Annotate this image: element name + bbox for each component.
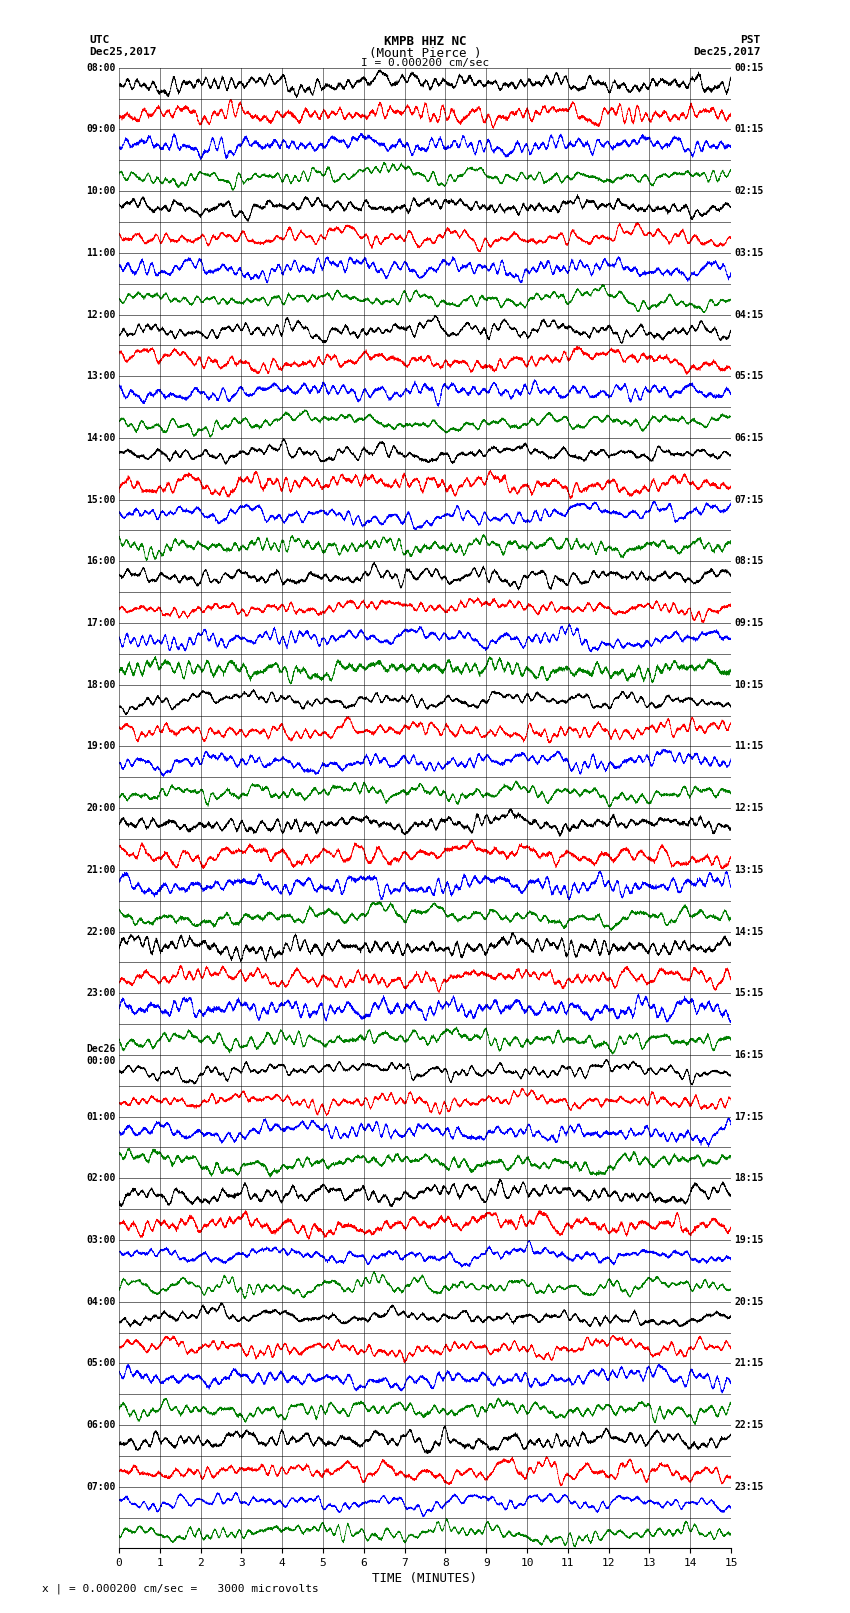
Text: 06:15: 06:15 — [734, 432, 763, 444]
Text: 16:15: 16:15 — [734, 1050, 763, 1060]
Text: Dec25,2017: Dec25,2017 — [89, 47, 156, 56]
Text: 23:00: 23:00 — [87, 989, 116, 998]
Text: 18:15: 18:15 — [734, 1173, 763, 1184]
Text: 09:15: 09:15 — [734, 618, 763, 627]
Text: Dec26
00:00: Dec26 00:00 — [87, 1044, 116, 1066]
Text: 15:00: 15:00 — [87, 495, 116, 505]
Text: 01:00: 01:00 — [87, 1111, 116, 1121]
Text: 08:00: 08:00 — [87, 63, 116, 73]
Text: PST: PST — [740, 35, 761, 45]
Text: 04:00: 04:00 — [87, 1297, 116, 1307]
Text: 21:15: 21:15 — [734, 1358, 763, 1368]
Text: 03:00: 03:00 — [87, 1236, 116, 1245]
Text: 02:15: 02:15 — [734, 185, 763, 197]
Text: 06:00: 06:00 — [87, 1419, 116, 1431]
Text: 20:00: 20:00 — [87, 803, 116, 813]
Text: 19:15: 19:15 — [734, 1236, 763, 1245]
Text: 09:00: 09:00 — [87, 124, 116, 134]
Text: 07:00: 07:00 — [87, 1482, 116, 1492]
Text: 11:15: 11:15 — [734, 742, 763, 752]
Text: 03:15: 03:15 — [734, 248, 763, 258]
Text: 08:15: 08:15 — [734, 556, 763, 566]
Text: 12:15: 12:15 — [734, 803, 763, 813]
Text: 07:15: 07:15 — [734, 495, 763, 505]
Text: 01:15: 01:15 — [734, 124, 763, 134]
Text: 05:00: 05:00 — [87, 1358, 116, 1368]
Text: 23:15: 23:15 — [734, 1482, 763, 1492]
Text: 16:00: 16:00 — [87, 556, 116, 566]
Text: 21:00: 21:00 — [87, 865, 116, 874]
Text: 17:00: 17:00 — [87, 618, 116, 627]
Text: 17:15: 17:15 — [734, 1111, 763, 1121]
Text: 11:00: 11:00 — [87, 248, 116, 258]
Text: 02:00: 02:00 — [87, 1173, 116, 1184]
Text: 13:00: 13:00 — [87, 371, 116, 381]
Text: UTC: UTC — [89, 35, 110, 45]
X-axis label: TIME (MINUTES): TIME (MINUTES) — [372, 1573, 478, 1586]
Text: 00:15: 00:15 — [734, 63, 763, 73]
Text: 04:15: 04:15 — [734, 310, 763, 319]
Text: 19:00: 19:00 — [87, 742, 116, 752]
Text: KMPB HHZ NC: KMPB HHZ NC — [383, 35, 467, 48]
Text: I = 0.000200 cm/sec: I = 0.000200 cm/sec — [361, 58, 489, 68]
Text: 10:00: 10:00 — [87, 185, 116, 197]
Text: 18:00: 18:00 — [87, 679, 116, 690]
Text: x | = 0.000200 cm/sec =   3000 microvolts: x | = 0.000200 cm/sec = 3000 microvolts — [42, 1582, 320, 1594]
Text: 15:15: 15:15 — [734, 989, 763, 998]
Text: 14:00: 14:00 — [87, 432, 116, 444]
Text: Dec25,2017: Dec25,2017 — [694, 47, 761, 56]
Text: 22:00: 22:00 — [87, 926, 116, 937]
Text: 05:15: 05:15 — [734, 371, 763, 381]
Text: 13:15: 13:15 — [734, 865, 763, 874]
Text: 12:00: 12:00 — [87, 310, 116, 319]
Text: 22:15: 22:15 — [734, 1419, 763, 1431]
Text: 20:15: 20:15 — [734, 1297, 763, 1307]
Text: 10:15: 10:15 — [734, 679, 763, 690]
Text: 14:15: 14:15 — [734, 926, 763, 937]
Text: (Mount Pierce ): (Mount Pierce ) — [369, 47, 481, 60]
